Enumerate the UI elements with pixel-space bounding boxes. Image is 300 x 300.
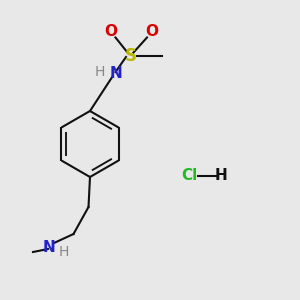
Text: O: O (104, 24, 118, 39)
Text: N: N (110, 66, 122, 81)
Text: H: H (214, 168, 227, 183)
Text: Cl: Cl (181, 168, 197, 183)
Text: O: O (145, 24, 158, 39)
Text: H: H (94, 65, 105, 79)
Text: N: N (43, 240, 56, 255)
Text: S: S (124, 46, 136, 64)
Text: H: H (58, 245, 69, 259)
